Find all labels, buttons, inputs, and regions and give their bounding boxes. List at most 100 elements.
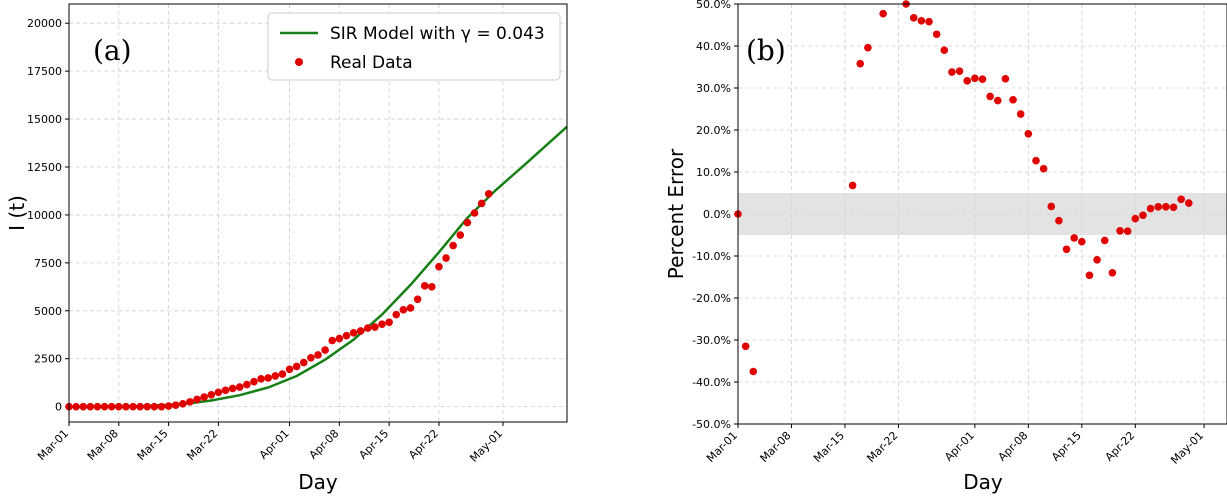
x-tick-label: May-01: [1168, 429, 1206, 467]
data-point: [963, 77, 972, 85]
y-tick-label: -10.0%: [692, 250, 731, 263]
data-point: [207, 390, 216, 399]
panel-label-b: (b): [746, 34, 786, 67]
x-tick-label: Mar-08: [85, 427, 121, 463]
data-point: [456, 231, 465, 239]
data-point: [470, 209, 479, 217]
data-point: [948, 68, 956, 76]
data-point: [228, 384, 237, 393]
data-point: [1070, 234, 1078, 242]
data-point: [371, 323, 379, 331]
x-axis-title-b: Day: [963, 470, 1003, 494]
data-point: [477, 199, 486, 208]
data-point: [1139, 211, 1147, 220]
data-point: [442, 254, 450, 262]
data-point: [909, 14, 918, 22]
data-point: [406, 304, 415, 312]
data-point: [136, 402, 144, 411]
data-point: [848, 181, 857, 190]
data-point: [129, 402, 137, 411]
data-point: [200, 393, 208, 401]
data-point: [993, 96, 1002, 105]
chart-panel-a: 0 2500 5000 7500 10000 12500 15000 17500 20000 M…: [5, 3, 568, 494]
data-point: [435, 262, 443, 271]
data-point: [955, 67, 964, 75]
data-point: [385, 318, 393, 327]
x-tick-label: Mar-22: [184, 427, 220, 463]
y-tick-label: 10.0%: [696, 166, 731, 179]
x-tick-label: Mar-22: [864, 429, 900, 465]
data-point: [741, 342, 750, 351]
data-point: [392, 310, 401, 319]
data-point: [314, 351, 322, 359]
y-ticks-b: -50.0% -40.0% -30.0% -20.0% -10.0% 0.0% 10.0% 2…: [692, 0, 738, 431]
x-tick-label: Mar-15: [811, 429, 847, 465]
y-tick-label: 5000: [34, 305, 62, 318]
data-point: [856, 59, 865, 68]
x-tick-label: Apr-08: [996, 429, 1031, 464]
data-point: [100, 402, 109, 411]
data-point: [1009, 95, 1017, 104]
data-point: [932, 30, 941, 39]
data-point: [1085, 271, 1094, 280]
data-point: [285, 365, 294, 374]
data-point: [1116, 227, 1124, 235]
panel-label-a: (a): [93, 34, 132, 67]
data-point: [978, 75, 987, 83]
y-tick-label: -50.0%: [692, 418, 731, 431]
x-tick-label: Mar-15: [135, 427, 171, 463]
data-point: [321, 346, 329, 354]
data-point: [484, 190, 493, 198]
data-point: [463, 218, 472, 227]
x-tick-label: Apr-01: [942, 429, 977, 464]
data-point: [1108, 269, 1117, 277]
x-tick-label: Apr-15: [1049, 429, 1084, 464]
data-point: [221, 386, 230, 395]
data-point: [264, 374, 273, 382]
x-tick-label: Apr-15: [356, 427, 391, 462]
y-tick-label: 20000: [27, 17, 62, 30]
data-point: [428, 283, 436, 291]
data-point: [1131, 214, 1140, 223]
data-point: [364, 324, 372, 332]
data-point: [107, 402, 116, 411]
data-point: [1062, 245, 1071, 254]
legend-dot-swatch: [295, 58, 303, 66]
data-point: [72, 402, 80, 411]
data-point: [86, 402, 95, 411]
data-point: [143, 402, 152, 411]
y-tick-label: 20.0%: [696, 124, 731, 137]
data-point: [399, 306, 408, 314]
data-point: [1162, 203, 1170, 211]
plot-frame-a: [68, 3, 568, 423]
sir-model-line: [68, 125, 568, 408]
data-point: [925, 17, 933, 26]
y-ticks-a: 0 2500 5000 7500 10000 12500 15000 17500 20000: [27, 17, 69, 414]
data-point: [1146, 204, 1155, 213]
y-axis-title-a: I (t): [5, 195, 29, 231]
data-point: [879, 9, 887, 18]
data-point: [1078, 237, 1086, 246]
y-axis-title-b: Percent Error: [664, 148, 688, 279]
chart-panel-b: -50.0% -40.0% -30.0% -20.0% -10.0% 0.0% 10.0% 2…: [664, 0, 1227, 494]
data-point: [299, 358, 308, 367]
data-point: [115, 402, 123, 411]
data-point: [971, 74, 979, 83]
data-point: [250, 377, 258, 386]
x-tick-label: Mar-01: [35, 427, 71, 463]
data-point: [917, 17, 926, 25]
y-tick-label: 15000: [27, 113, 62, 126]
data-point: [449, 241, 457, 250]
y-tick-label: 0: [55, 401, 62, 414]
data-point: [93, 402, 102, 411]
data-point: [1184, 199, 1193, 207]
legend-a: SIR Model with γ = 0.043 Real Data: [267, 12, 561, 81]
x-axis-title-a: Day: [298, 470, 338, 494]
y-tick-label: 2500: [34, 353, 62, 366]
data-point: [986, 92, 994, 101]
data-point: [1001, 74, 1010, 83]
data-point: [164, 402, 173, 410]
data-point: [186, 398, 194, 406]
x-tick-label: Apr-08: [307, 427, 342, 462]
y-tick-label: 7500: [34, 257, 62, 270]
